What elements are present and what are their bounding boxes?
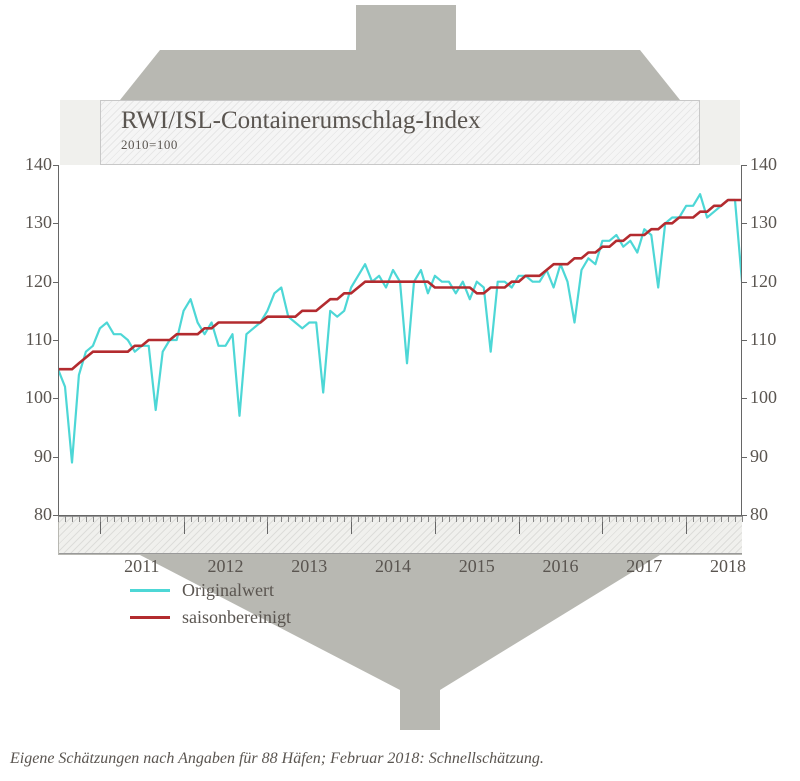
y-axis-left: [58, 165, 59, 515]
y-tick-label: 120: [750, 271, 790, 292]
chart-title: RWI/ISL-Containerumschlag-Index: [121, 107, 679, 135]
y-tick-label: 120: [12, 271, 52, 292]
legend-item: saisonbereinigt: [130, 607, 291, 628]
x-tick-label: 2017: [604, 556, 684, 577]
container: RWI/ISL-Containerumschlag-Index 2010=100…: [0, 0, 800, 781]
chart-svg: [58, 165, 742, 515]
y-tick-label: 90: [750, 446, 790, 467]
y-tick-label: 100: [12, 387, 52, 408]
x-tick-label: 2016: [521, 556, 601, 577]
x-tick-label: 2014: [353, 556, 433, 577]
legend-label: Originalwert: [182, 580, 274, 601]
y-tick-label: 140: [750, 154, 790, 175]
x-tick-label: 2011: [102, 556, 182, 577]
y-tick-label: 80: [750, 504, 790, 525]
chart-title-box: RWI/ISL-Containerumschlag-Index 2010=100: [100, 100, 700, 165]
y-tick-label: 110: [750, 329, 790, 350]
chart-plot-area: [58, 165, 742, 515]
legend-swatch: [130, 616, 170, 619]
legend-item: Originalwert: [130, 580, 291, 601]
y-tick-label: 90: [12, 446, 52, 467]
x-tick-label: 2012: [186, 556, 266, 577]
chart-subtitle: 2010=100: [121, 137, 679, 153]
y-tick-label: 130: [750, 212, 790, 233]
y-tick-label: 80: [12, 504, 52, 525]
y-tick-label: 100: [750, 387, 790, 408]
x-tick-label: 2018: [688, 556, 768, 577]
y-tick-label: 110: [12, 329, 52, 350]
legend-label: saisonbereinigt: [182, 607, 291, 628]
y-tick-label: 130: [12, 212, 52, 233]
x-tick-label: 2013: [269, 556, 349, 577]
legend: Originalwert saisonbereinigt: [130, 580, 291, 634]
legend-swatch: [130, 589, 170, 592]
footnote: Eigene Schätzungen nach Angaben für 88 H…: [10, 750, 544, 768]
x-tick-label: 2015: [437, 556, 517, 577]
y-tick-label: 140: [12, 154, 52, 175]
